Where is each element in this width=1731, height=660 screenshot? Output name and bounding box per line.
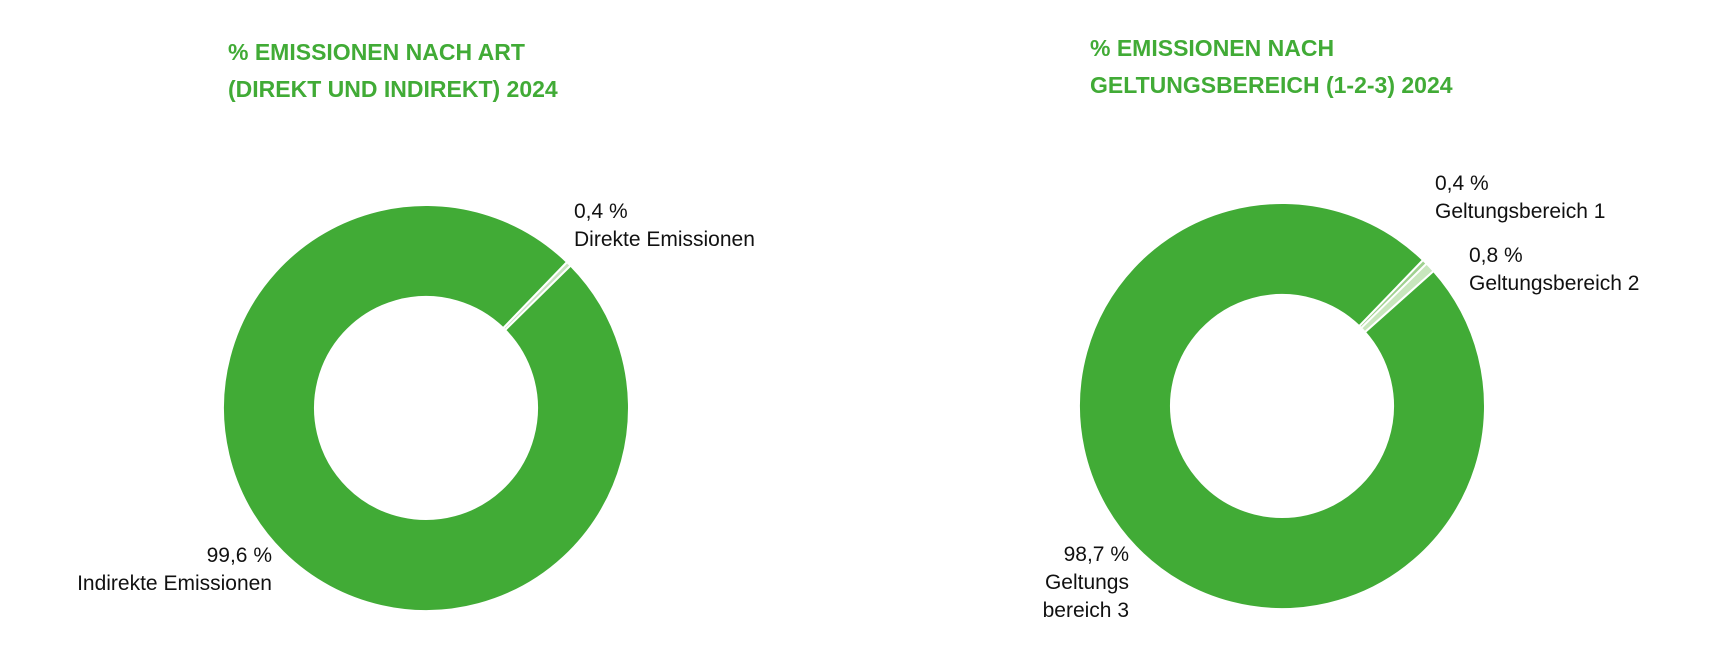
chart-title: % EMISSIONEN NACH ART (DIREKT UND INDIRE… bbox=[228, 39, 558, 102]
category-label: Geltungs bereich 3 bbox=[1042, 571, 1129, 622]
chart-title: % EMISSIONEN NACH GELTUNGSBEREICH (1-2-3… bbox=[1090, 35, 1453, 98]
donut-slice bbox=[1077, 201, 1486, 610]
value-label: 0,4 % bbox=[1435, 172, 1489, 195]
category-label: Indirekte Emissionen bbox=[77, 572, 272, 595]
value-label: 98,7 % bbox=[1063, 543, 1129, 566]
category-label: Geltungsbereich 1 bbox=[1435, 200, 1606, 223]
value-label: 99,6 % bbox=[206, 544, 272, 567]
category-label: Direkte Emissionen bbox=[574, 228, 755, 251]
value-label: 0,8 % bbox=[1469, 244, 1523, 267]
donut-slice bbox=[221, 204, 630, 612]
value-label: 0,4 % bbox=[574, 200, 628, 223]
category-label: Geltungsbereich 2 bbox=[1469, 272, 1640, 295]
